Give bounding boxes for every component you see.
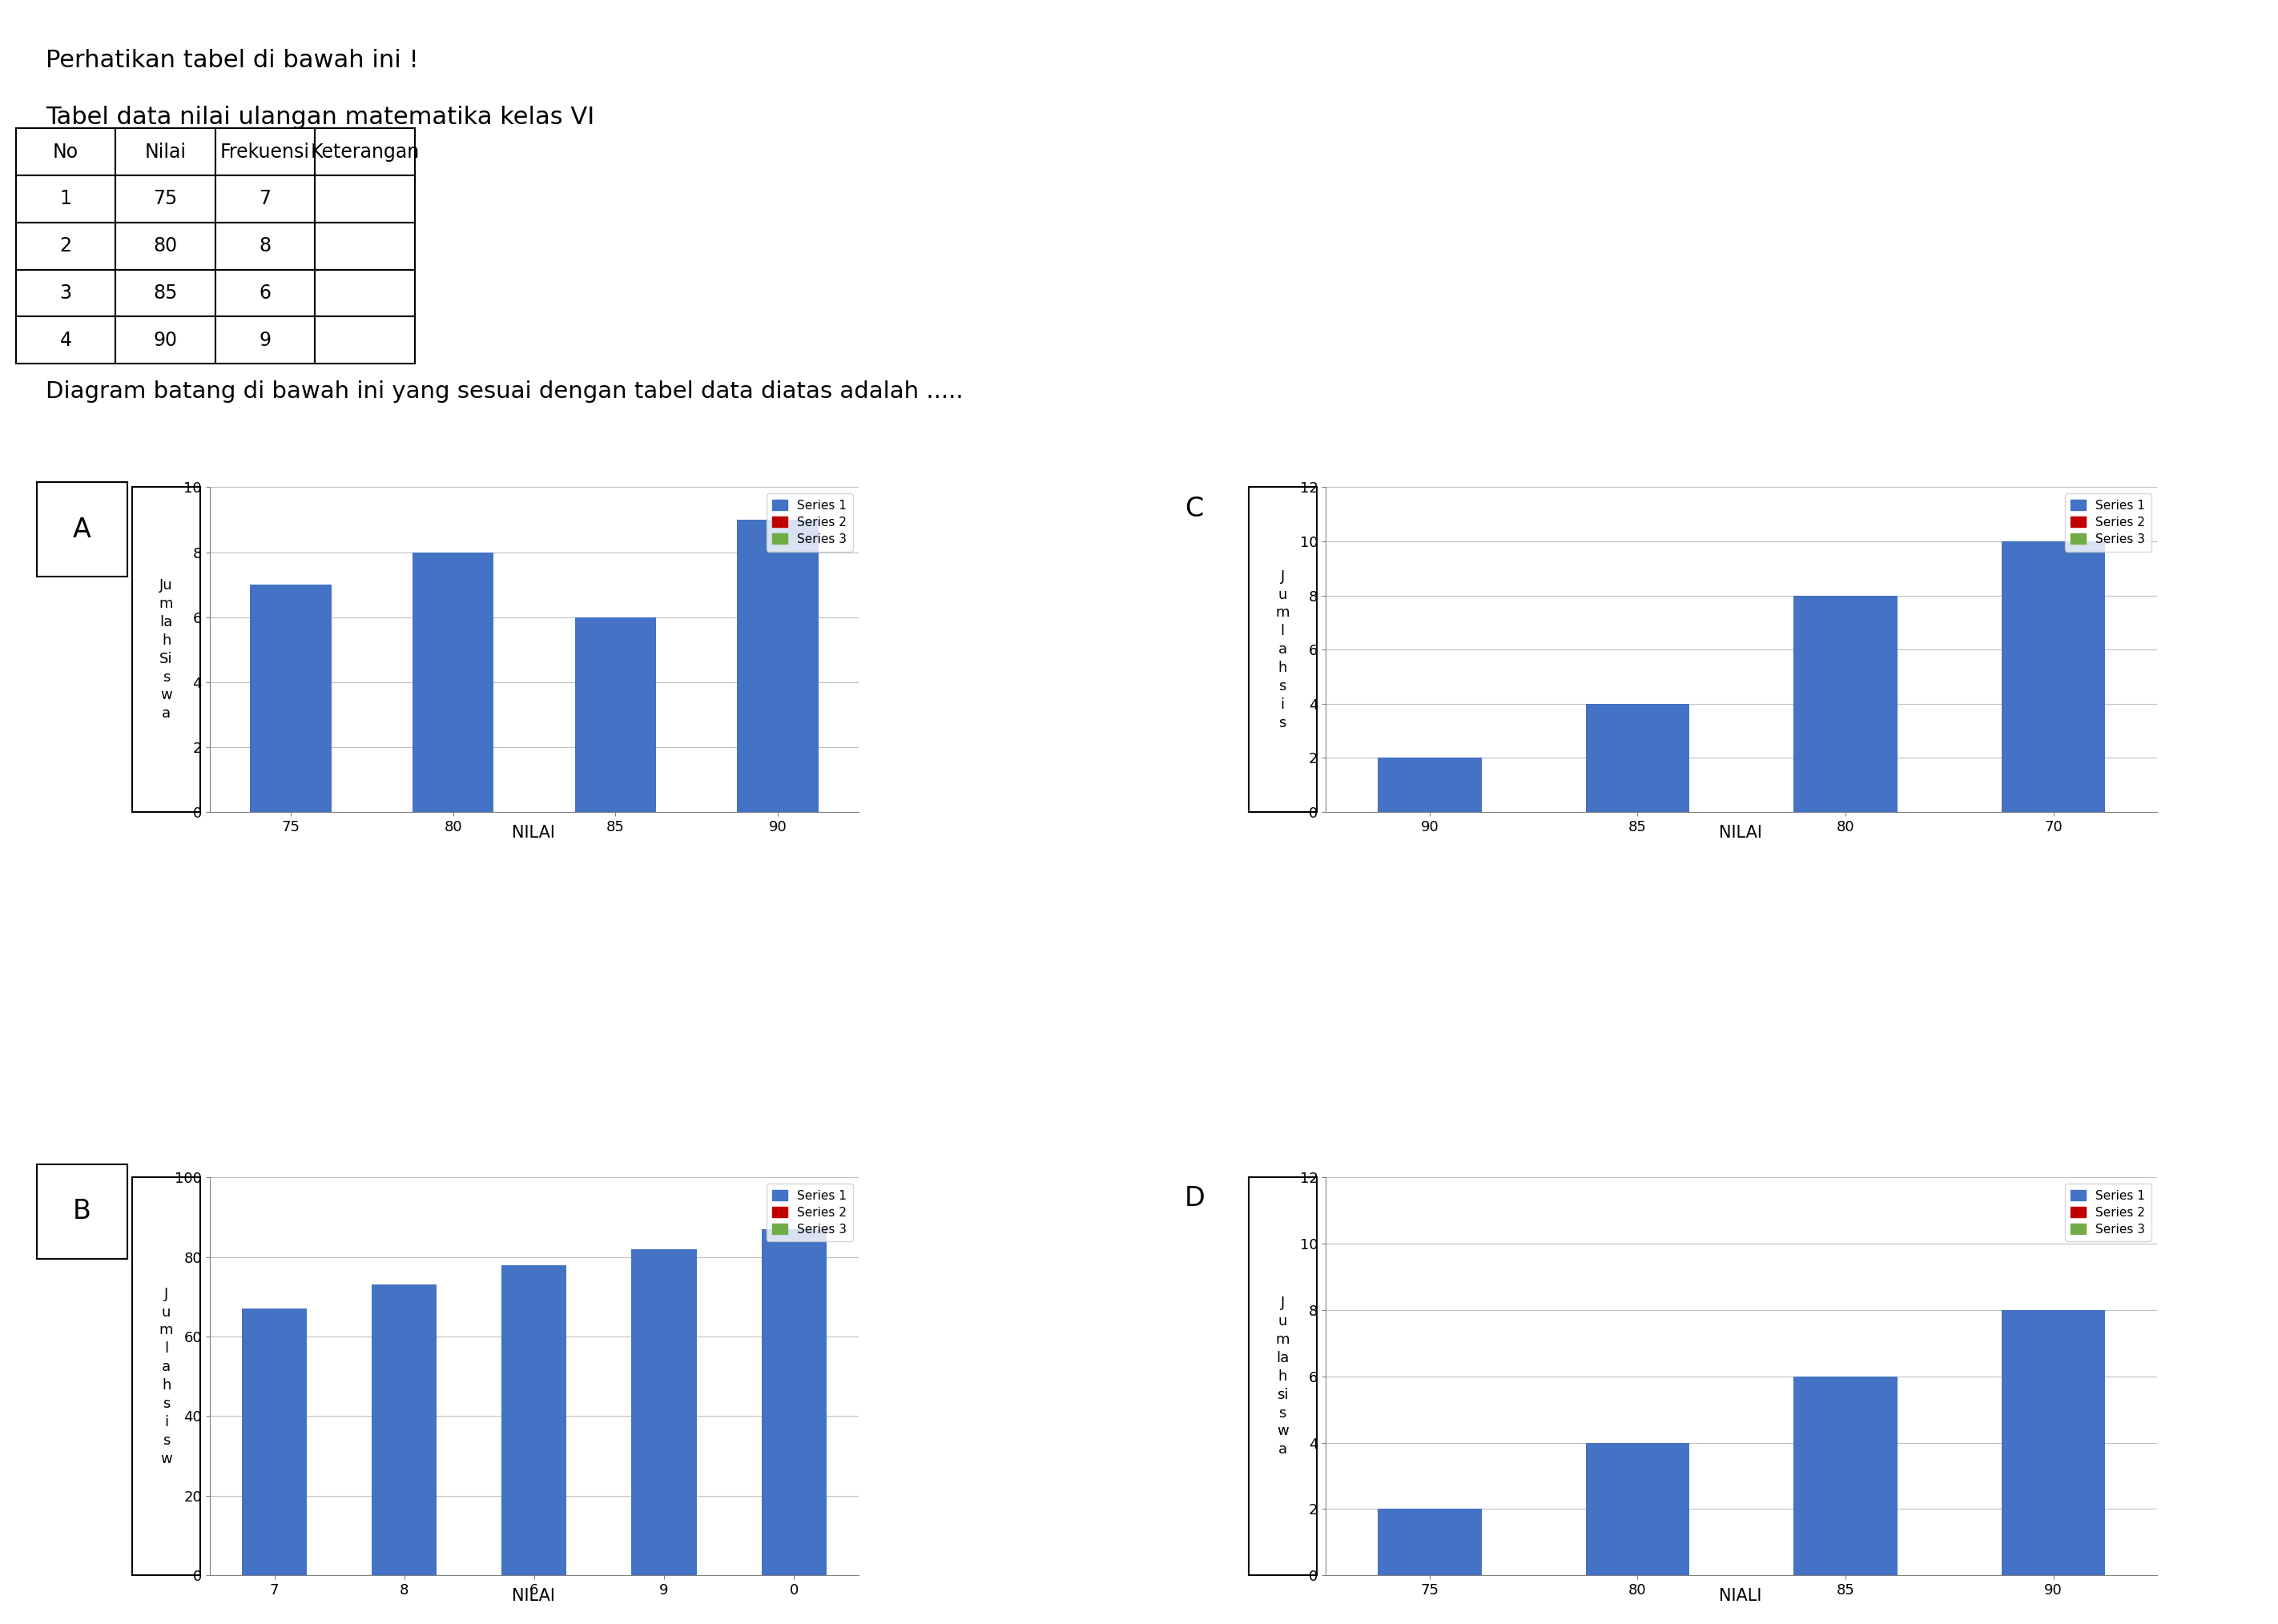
- Bar: [1585, 1442, 1690, 1575]
- Bar: [2002, 541, 2105, 812]
- Legend: Series 1, Series 2, Series 3: Series 1, Series 2, Series 3: [765, 494, 852, 552]
- Text: J
u
m
l
a
h
s
i
s: J u m l a h s i s: [1276, 568, 1289, 731]
- Text: D: D: [1185, 1186, 1205, 1212]
- Bar: [574, 617, 656, 812]
- Bar: [1793, 1377, 1898, 1575]
- Bar: [251, 585, 330, 812]
- Text: B: B: [73, 1199, 91, 1224]
- Text: NILAI: NILAI: [513, 1588, 554, 1605]
- Text: J
u
m
la
h
si
s
w
a: J u m la h si s w a: [1276, 1296, 1289, 1457]
- Bar: [501, 1265, 567, 1575]
- Legend: Series 1, Series 2, Series 3: Series 1, Series 2, Series 3: [2064, 494, 2150, 552]
- Bar: [241, 1309, 308, 1575]
- Text: Perhatikan tabel di bawah ini !: Perhatikan tabel di bawah ini !: [46, 49, 419, 71]
- Bar: [738, 520, 818, 812]
- Text: NILAI: NILAI: [1720, 825, 1761, 841]
- Bar: [1378, 1509, 1481, 1575]
- Text: Diagram batang di bawah ini yang sesuai dengan tabel data diatas adalah .....: Diagram batang di bawah ini yang sesuai …: [46, 380, 964, 403]
- Text: J
u
m
l
a
h
s
i
s
w: J u m l a h s i s w: [159, 1286, 173, 1466]
- Bar: [1378, 758, 1481, 812]
- Bar: [631, 1249, 697, 1575]
- Text: NILAI: NILAI: [513, 825, 554, 841]
- Bar: [1585, 703, 1690, 812]
- Text: A: A: [73, 516, 91, 542]
- Text: NIALI: NIALI: [1720, 1588, 1761, 1605]
- Text: Tabel data nilai ulangan matematika kelas VI: Tabel data nilai ulangan matematika kela…: [46, 106, 595, 128]
- Bar: [2002, 1311, 2105, 1575]
- Bar: [412, 552, 494, 812]
- Text: Ju
m
la
h
Si
s
w
a: Ju m la h Si s w a: [159, 578, 173, 721]
- Legend: Series 1, Series 2, Series 3: Series 1, Series 2, Series 3: [2064, 1184, 2150, 1242]
- Text: C: C: [1185, 495, 1203, 521]
- Bar: [1793, 596, 1898, 812]
- Bar: [371, 1285, 437, 1575]
- Bar: [761, 1229, 827, 1575]
- Legend: Series 1, Series 2, Series 3: Series 1, Series 2, Series 3: [765, 1184, 852, 1242]
